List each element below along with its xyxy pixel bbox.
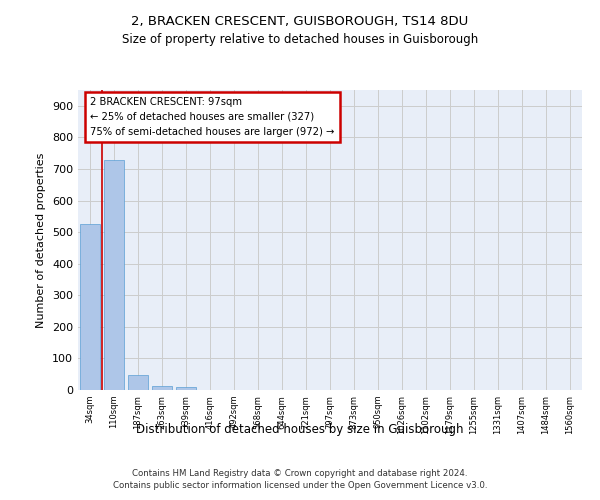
- Bar: [80, 224, 100, 390]
- Y-axis label: Number of detached properties: Number of detached properties: [37, 152, 46, 328]
- Text: 2, BRACKEN CRESCENT, GUISBOROUGH, TS14 8DU: 2, BRACKEN CRESCENT, GUISBOROUGH, TS14 8…: [131, 15, 469, 28]
- Text: 2 BRACKEN CRESCENT: 97sqm
← 25% of detached houses are smaller (327)
75% of semi: 2 BRACKEN CRESCENT: 97sqm ← 25% of detac…: [91, 97, 335, 136]
- Bar: [104, 160, 124, 390]
- Text: Distribution of detached houses by size in Guisborough: Distribution of detached houses by size …: [136, 422, 464, 436]
- Text: Size of property relative to detached houses in Guisborough: Size of property relative to detached ho…: [122, 32, 478, 46]
- Text: Contains public sector information licensed under the Open Government Licence v3: Contains public sector information licen…: [113, 481, 487, 490]
- Bar: [152, 386, 172, 390]
- Text: Contains HM Land Registry data © Crown copyright and database right 2024.: Contains HM Land Registry data © Crown c…: [132, 468, 468, 477]
- Bar: [128, 375, 148, 390]
- Bar: [176, 387, 196, 390]
